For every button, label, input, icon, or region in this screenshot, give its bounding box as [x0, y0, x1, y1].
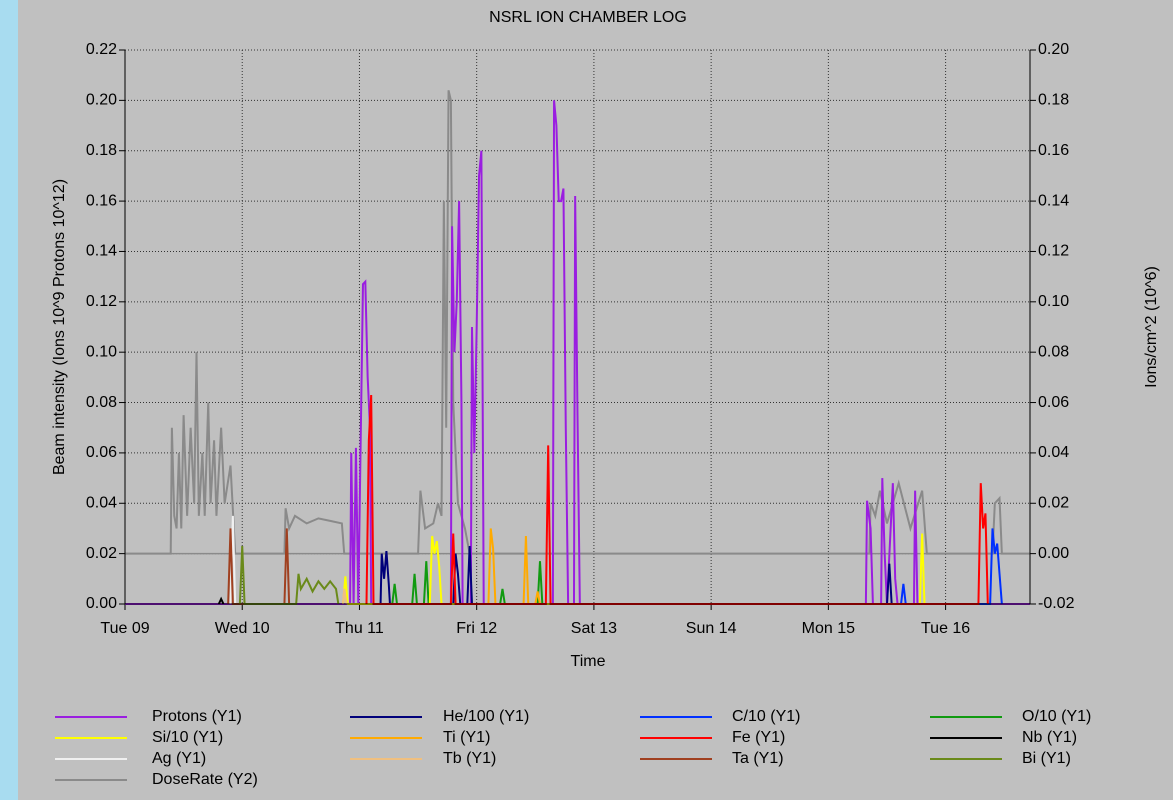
- series-line: [900, 528, 1003, 605]
- legend-label: C/10 (Y1): [732, 708, 800, 725]
- x-tick-label: Tue 16: [921, 620, 970, 637]
- y-tick-label: 0.20: [86, 92, 117, 109]
- y2-tick-label: -0.02: [1038, 595, 1075, 612]
- y-tick-label: 0.04: [86, 494, 117, 511]
- y2-tick-label: 0.14: [1038, 192, 1069, 209]
- side-stripe: [0, 0, 18, 800]
- y2-tick-label: 0.10: [1038, 293, 1069, 310]
- y2-tick-label: 0.00: [1038, 545, 1069, 562]
- legend-label: Fe (Y1): [732, 729, 785, 746]
- y2-tick-label: 0.06: [1038, 394, 1069, 411]
- y2-tick-label: 0.12: [1038, 243, 1069, 260]
- y-tick-label: 0.02: [86, 545, 117, 562]
- x-tick-label: Fri 12: [456, 620, 497, 637]
- x-tick-label: Wed 10: [215, 620, 270, 637]
- series-line: [342, 533, 926, 605]
- y2-tick-label: 0.04: [1038, 444, 1069, 461]
- legend-label: DoseRate (Y2): [152, 771, 258, 788]
- legend-label: Tb (Y1): [443, 750, 496, 767]
- x-tick-label: Mon 15: [802, 620, 855, 637]
- x-axis-label: Time: [571, 653, 606, 670]
- series-line: [342, 588, 348, 605]
- legend-label: Si/10 (Y1): [152, 729, 223, 746]
- legend-label: Ag (Y1): [152, 750, 206, 767]
- series-line: [125, 90, 1030, 555]
- y-tick-label: 0.18: [86, 142, 117, 159]
- legend-label: He/100 (Y1): [443, 708, 529, 725]
- y2-tick-label: 0.20: [1038, 41, 1069, 58]
- legend-label: Bi (Y1): [1022, 750, 1071, 767]
- y-axis-label: Beam intensity (Ions 10^9 Protons 10^12): [51, 179, 68, 475]
- y-tick-label: 0.12: [86, 293, 117, 310]
- y-tick-label: 0.06: [86, 444, 117, 461]
- x-tick-label: Sun 14: [686, 620, 737, 637]
- y-tick-label: 0.14: [86, 243, 117, 260]
- y2-tick-label: 0.08: [1038, 343, 1069, 360]
- legend-label: Ta (Y1): [732, 750, 784, 767]
- series-line: [487, 528, 541, 605]
- series-line: [217, 596, 225, 605]
- y-tick-label: 0.22: [86, 41, 117, 58]
- x-tick-label: Sat 13: [571, 620, 617, 637]
- legend-label: Nb (Y1): [1022, 729, 1077, 746]
- y2-tick-label: 0.02: [1038, 494, 1069, 511]
- y-tick-label: 0.00: [86, 595, 117, 612]
- chart-title: NSRL ION CHAMBER LOG: [489, 9, 687, 26]
- y-tick-label: 0.10: [86, 343, 117, 360]
- y-tick-label: 0.08: [86, 394, 117, 411]
- y2-tick-label: 0.18: [1038, 92, 1069, 109]
- y-tick-label: 0.16: [86, 192, 117, 209]
- x-tick-label: Tue 09: [100, 620, 149, 637]
- legend-label: O/10 (Y1): [1022, 708, 1091, 725]
- legend-label: Protons (Y1): [152, 708, 242, 725]
- y2-tick-label: 0.16: [1038, 142, 1069, 159]
- legend-label: Ti (Y1): [443, 729, 490, 746]
- x-tick-label: Thu 11: [335, 620, 384, 637]
- y2-axis-label: Ions/cm^2 (10^6): [1143, 266, 1160, 388]
- series-line: [125, 100, 1030, 605]
